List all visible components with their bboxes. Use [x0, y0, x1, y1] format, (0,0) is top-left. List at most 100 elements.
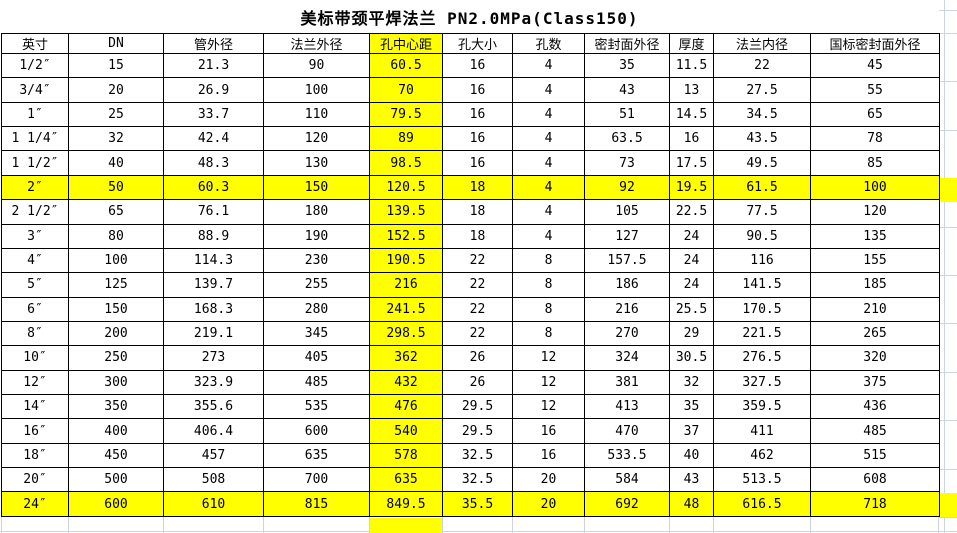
cell[interactable]: 116: [713, 247, 811, 274]
cell[interactable]: 436: [810, 394, 940, 420]
cell[interactable]: 533.5: [584, 442, 670, 469]
cell[interactable]: 273: [163, 345, 264, 371]
cell[interactable]: 849.5: [369, 491, 443, 517]
cell[interactable]: 125: [68, 272, 164, 298]
cell[interactable]: 26: [442, 369, 513, 396]
cell[interactable]: 411: [713, 418, 811, 444]
cell[interactable]: 29.5: [442, 394, 513, 420]
cell[interactable]: 77.5: [713, 199, 811, 225]
cell[interactable]: 8: [512, 320, 585, 347]
cell[interactable]: 61.5: [713, 174, 811, 201]
cell[interactable]: 55: [810, 77, 940, 103]
cell[interactable]: 20: [512, 467, 585, 493]
cell[interactable]: 298.5: [369, 320, 443, 347]
cell[interactable]: 15: [68, 52, 164, 79]
cell[interactable]: 18: [442, 199, 513, 225]
cell[interactable]: 150: [68, 296, 164, 322]
cell[interactable]: 168.3: [163, 296, 264, 322]
column-header[interactable]: 孔中心距: [369, 33, 443, 54]
cell[interactable]: 17.5: [669, 150, 714, 176]
column-header[interactable]: 孔大小: [442, 33, 513, 54]
cell[interactable]: 4: [512, 199, 585, 225]
cell[interactable]: 324: [584, 345, 670, 371]
cell[interactable]: 16: [442, 126, 513, 152]
cell[interactable]: 323.9: [163, 369, 264, 396]
cell[interactable]: 27.5: [713, 77, 811, 103]
cell[interactable]: 1/2″: [1, 52, 69, 79]
cell[interactable]: 22: [442, 320, 513, 347]
cell[interactable]: 16: [442, 77, 513, 103]
cell[interactable]: 432: [369, 369, 443, 396]
cell[interactable]: 32: [68, 126, 164, 152]
cell[interactable]: 692: [584, 491, 670, 517]
cell[interactable]: 73: [584, 150, 670, 176]
cell[interactable]: 413: [584, 394, 670, 420]
cell[interactable]: 20″: [1, 467, 69, 493]
cell[interactable]: 359.5: [713, 394, 811, 420]
cell[interactable]: 78: [810, 126, 940, 152]
cell[interactable]: 18″: [1, 442, 69, 469]
cell[interactable]: 219.1: [163, 320, 264, 347]
cell[interactable]: 50: [68, 174, 164, 201]
cell[interactable]: 88.9: [163, 223, 264, 249]
cell[interactable]: 45: [810, 52, 940, 79]
cell[interactable]: 130: [263, 150, 370, 176]
cell[interactable]: 1 1/4″: [1, 126, 69, 152]
cell[interactable]: 139.7: [163, 272, 264, 298]
cell[interactable]: 63.5: [584, 126, 670, 152]
cell[interactable]: 90.5: [713, 223, 811, 249]
cell[interactable]: 186: [584, 272, 670, 298]
cell[interactable]: 1 1/2″: [1, 150, 69, 176]
cell[interactable]: 24: [669, 223, 714, 249]
cell[interactable]: 375: [810, 369, 940, 396]
cell[interactable]: 8: [512, 247, 585, 274]
cell[interactable]: 24: [669, 247, 714, 274]
cell[interactable]: 25: [68, 101, 164, 128]
cell[interactable]: 20: [512, 491, 585, 517]
cell[interactable]: 51: [584, 101, 670, 128]
cell[interactable]: 22: [442, 296, 513, 322]
cell[interactable]: 635: [369, 467, 443, 493]
cell[interactable]: 700: [263, 467, 370, 493]
cell[interactable]: 16: [442, 101, 513, 128]
cell[interactable]: 610: [163, 491, 264, 517]
cell[interactable]: 540: [369, 418, 443, 444]
cell[interactable]: 65: [68, 199, 164, 225]
cell[interactable]: 457: [163, 442, 264, 469]
cell[interactable]: 18: [442, 174, 513, 201]
cell[interactable]: 120.5: [369, 174, 443, 201]
cell[interactable]: 300: [68, 369, 164, 396]
cell[interactable]: 355.6: [163, 394, 264, 420]
cell[interactable]: 350: [68, 394, 164, 420]
cell[interactable]: 815: [263, 491, 370, 517]
cell[interactable]: 345: [263, 320, 370, 347]
cell[interactable]: 40: [68, 150, 164, 176]
cell[interactable]: 3/4″: [1, 77, 69, 103]
cell[interactable]: 8″: [1, 320, 69, 347]
cell[interactable]: 200: [68, 320, 164, 347]
cell[interactable]: 470: [584, 418, 670, 444]
cell[interactable]: 16: [442, 150, 513, 176]
cell[interactable]: 12: [512, 369, 585, 396]
cell[interactable]: 513.5: [713, 467, 811, 493]
cell[interactable]: 76.1: [163, 199, 264, 225]
cell[interactable]: 515: [810, 442, 940, 469]
cell[interactable]: 4: [512, 52, 585, 79]
cell[interactable]: 4: [512, 101, 585, 128]
cell[interactable]: 32: [669, 369, 714, 396]
cell[interactable]: 22.5: [669, 199, 714, 225]
cell[interactable]: 485: [810, 418, 940, 444]
cell[interactable]: 16: [512, 418, 585, 444]
cell[interactable]: 20: [68, 77, 164, 103]
cell[interactable]: 600: [68, 491, 164, 517]
cell[interactable]: 476: [369, 394, 443, 420]
cell[interactable]: 13: [669, 77, 714, 103]
cell[interactable]: 4″: [1, 247, 69, 274]
cell[interactable]: 100: [68, 247, 164, 274]
cell[interactable]: 19.5: [669, 174, 714, 201]
cell[interactable]: 4: [512, 77, 585, 103]
cell[interactable]: 157.5: [584, 247, 670, 274]
cell[interactable]: 327.5: [713, 369, 811, 396]
cell[interactable]: 26.9: [163, 77, 264, 103]
cell[interactable]: 280: [263, 296, 370, 322]
